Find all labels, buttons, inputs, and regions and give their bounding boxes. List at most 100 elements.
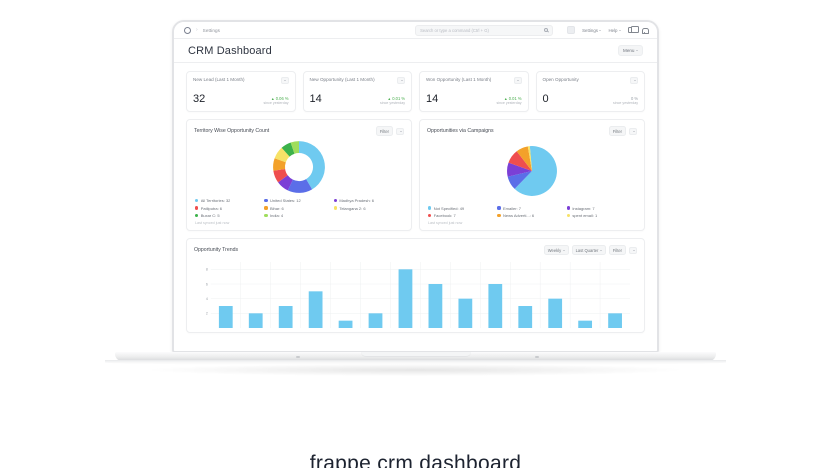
bar[interactable] bbox=[398, 269, 413, 328]
navbar-settings-label: Settings bbox=[582, 27, 598, 33]
chevron-down-icon bbox=[619, 29, 621, 31]
bell-icon[interactable] bbox=[642, 27, 649, 34]
chevron-down-icon bbox=[562, 249, 565, 251]
bar[interactable] bbox=[488, 284, 503, 328]
chevron-down-icon bbox=[399, 130, 402, 132]
number-card-new-lead[interactable]: New Lead (Last 1 Month) 32 ▲ 0.06 % sinc… bbox=[186, 71, 296, 112]
donut-chart bbox=[187, 136, 411, 198]
card-delta: 0 % bbox=[630, 96, 638, 101]
card-menu-button[interactable] bbox=[630, 77, 638, 84]
chevron-down-icon bbox=[599, 249, 602, 251]
footer-caption: frappe crm dashboard bbox=[309, 452, 522, 468]
navbar-settings-menu[interactable]: Settings bbox=[582, 27, 602, 33]
legend-label: Patliputra: 6 bbox=[200, 205, 223, 211]
bar-chart-svg: 2 4 6 8 bbox=[206, 262, 631, 328]
page-header: CRM Dashboard Menu bbox=[174, 39, 657, 63]
legend-color-swatch bbox=[333, 198, 337, 203]
chart-legend: All Territories: 32 United States: 12 Madh… bbox=[187, 198, 411, 218]
card-menu-button[interactable] bbox=[629, 246, 637, 254]
bar[interactable] bbox=[278, 306, 293, 328]
period-select[interactable]: Last Quarter bbox=[571, 245, 606, 255]
number-card-open-opportunity[interactable]: Open Opportunity 0 0 % since yesterday bbox=[535, 71, 645, 112]
legend-label: Facebook: 7 bbox=[433, 213, 456, 218]
circle-logo-icon[interactable] bbox=[184, 26, 191, 34]
bar[interactable] bbox=[518, 306, 533, 328]
filter-button[interactable]: Filter bbox=[608, 126, 626, 136]
bar[interactable] bbox=[248, 313, 263, 328]
card-tools: Filter bbox=[375, 126, 404, 136]
card-tools: Weekly Last Quarter Filter bbox=[543, 245, 637, 255]
card-menu-button[interactable] bbox=[280, 77, 289, 84]
legend-label: Buxar C: 5 bbox=[200, 213, 220, 218]
chart-title: Opportunities via Campaigns bbox=[427, 128, 494, 134]
legend-item[interactable]: Buxar C: 5 bbox=[195, 213, 264, 218]
breadcrumb[interactable]: Settings bbox=[202, 27, 221, 33]
legend-item[interactable]: India: 4 bbox=[264, 213, 333, 218]
card-footer: 0 0 % since yesterday bbox=[543, 94, 639, 106]
bar[interactable] bbox=[608, 313, 622, 328]
chevron-down-icon bbox=[284, 80, 287, 81]
legend-label: India: 4 bbox=[270, 213, 284, 218]
page-title: CRM Dashboard bbox=[188, 44, 272, 57]
legend-item[interactable]: Instagram: 7 bbox=[566, 205, 636, 211]
legend-item[interactable]: spent email: 1 bbox=[566, 213, 636, 218]
card-menu-button[interactable] bbox=[396, 127, 404, 135]
legend-label: Not Specified: 49 bbox=[433, 205, 465, 211]
card-menu-button[interactable] bbox=[513, 77, 522, 84]
legend-item[interactable]: Not Specified: 49 bbox=[428, 206, 497, 211]
navbar-help-menu[interactable]: Help bbox=[608, 28, 621, 33]
last-synced-label: Last synced just now bbox=[428, 221, 463, 225]
dashboard-body: New Lead (Last 1 Month) 32 ▲ 0.06 % sinc… bbox=[174, 63, 657, 351]
card-menu-button[interactable] bbox=[629, 127, 637, 135]
navbar-right: Settings Help bbox=[567, 26, 649, 34]
bar[interactable] bbox=[338, 320, 353, 328]
card-label: Won Opportunity (Last 1 Month) bbox=[426, 77, 492, 82]
y-axis-tick-label: 6 bbox=[206, 282, 208, 286]
legend-item[interactable]: Telangana 2: 6 bbox=[333, 205, 403, 211]
chevron-down-icon bbox=[400, 80, 403, 81]
bar[interactable] bbox=[578, 320, 593, 328]
legend-color-swatch bbox=[195, 206, 199, 210]
legend-label: Telangana 2: 6 bbox=[339, 205, 366, 211]
card-header: Open Opportunity bbox=[543, 77, 638, 84]
legend-item[interactable]: United States: 12 bbox=[264, 198, 333, 203]
bar[interactable] bbox=[458, 298, 473, 328]
card-menu-button[interactable] bbox=[397, 77, 405, 84]
number-card-new-opportunity[interactable]: New Opportunity (Last 1 Month) 14 ▲ 0.01… bbox=[302, 71, 412, 112]
chart-title: Opportunity Trends bbox=[194, 247, 239, 253]
legend-item[interactable]: Bihar: 6 bbox=[264, 206, 333, 211]
interval-select[interactable]: Weekly bbox=[543, 245, 569, 255]
legend-item[interactable]: All Territories: 32 bbox=[195, 198, 264, 203]
legend-item[interactable]: Patliputra: 6 bbox=[195, 206, 264, 211]
chat-icon[interactable] bbox=[628, 26, 639, 33]
bar[interactable] bbox=[218, 306, 233, 328]
legend-label: Instagram: 7 bbox=[572, 205, 595, 211]
legend-item[interactable]: Facebook: 7 bbox=[428, 213, 497, 218]
bar[interactable] bbox=[308, 291, 323, 328]
territory-chart-card: Territory Wise Opportunity Count Filter … bbox=[186, 119, 412, 231]
legend-item[interactable]: Emailer: 7 bbox=[497, 206, 566, 211]
legend-item[interactable]: Madhya Pradesh: 6 bbox=[333, 198, 403, 203]
legend-color-swatch bbox=[195, 198, 199, 203]
base-dot bbox=[296, 356, 300, 358]
bar[interactable] bbox=[548, 298, 563, 328]
filter-button[interactable]: Filter bbox=[375, 126, 393, 136]
card-delta-sub: since yesterday bbox=[496, 101, 522, 105]
menu-button[interactable]: Menu bbox=[618, 45, 643, 56]
number-card-won-opportunity[interactable]: Won Opportunity (Last 1 Month) 14 ▲ 0.01… bbox=[419, 71, 529, 112]
card-value: 32 bbox=[193, 93, 206, 105]
legend-color-swatch bbox=[264, 206, 268, 210]
laptop-screen: › Settings Search or type a command (Ctr… bbox=[172, 20, 659, 353]
avatar[interactable] bbox=[567, 26, 576, 34]
bar-chart: 2 4 6 8 bbox=[187, 255, 644, 329]
legend-color-swatch bbox=[428, 206, 432, 210]
bar[interactable] bbox=[368, 313, 383, 328]
legend-label: United States: 12 bbox=[270, 198, 301, 203]
legend-item[interactable]: News Adverti...: 6 bbox=[497, 213, 566, 218]
y-axis-tick-label: 2 bbox=[206, 312, 208, 316]
card-delta: ▲ 0.06 % bbox=[271, 96, 289, 101]
bar[interactable] bbox=[428, 284, 443, 328]
search-input[interactable]: Search or type a command (Ctrl + G) bbox=[415, 24, 554, 36]
filter-button[interactable]: Filter bbox=[608, 245, 626, 255]
